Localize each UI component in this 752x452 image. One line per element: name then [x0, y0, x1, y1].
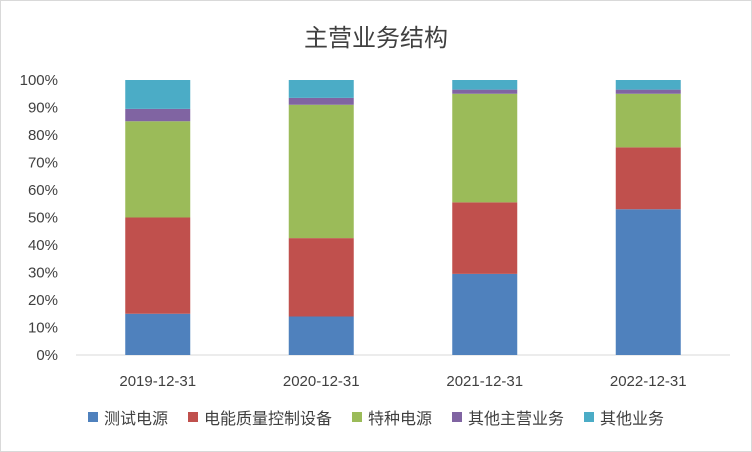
bar-segment	[125, 80, 191, 109]
y-tick-label: 50%	[28, 210, 58, 227]
y-tick-label: 30%	[28, 265, 58, 282]
legend-item: 其他业务	[584, 405, 664, 429]
y-tick-label: 90%	[28, 100, 58, 117]
bar-segment	[288, 316, 354, 355]
legend-swatch	[351, 412, 362, 422]
legend-item: 其他主营业务	[452, 405, 564, 429]
bar-segment	[288, 238, 354, 317]
y-tick-label: 70%	[28, 155, 58, 172]
bar-segment	[452, 93, 518, 203]
bar-segment	[615, 147, 681, 210]
y-tick-label: 0%	[36, 347, 58, 364]
y-tick-label: 10%	[28, 320, 58, 337]
bar-segment	[125, 313, 191, 355]
bar-segment	[615, 89, 681, 94]
legend-swatch	[187, 412, 198, 422]
y-tick-label: 20%	[28, 292, 58, 309]
legend-label: 特种电源	[367, 409, 432, 428]
x-tick-label: 2022-12-31	[610, 373, 687, 390]
bar-segment	[615, 209, 681, 355]
bar-segment	[615, 93, 681, 148]
y-tick-label: 100%	[20, 72, 58, 89]
x-tick-label: 2019-12-31	[119, 373, 196, 390]
legend-item: 电能质量控制设备	[187, 405, 332, 429]
bar-segment	[288, 104, 354, 239]
bar-segment	[452, 80, 518, 90]
legend-swatch	[87, 412, 98, 422]
bar-segment	[452, 202, 518, 274]
legend-item: 测试电源	[87, 405, 168, 429]
chart-legend: 测试电源 电能质量控制设备 特种电源 其他主营业务 其他业务	[0, 405, 752, 429]
bar-segment	[125, 217, 191, 314]
legend-label: 其他业务	[600, 409, 665, 428]
x-tick-label: 2021-12-31	[446, 373, 523, 390]
y-tick-label: 80%	[28, 127, 58, 144]
bar-segment	[125, 108, 191, 122]
legend-label: 电能质量控制设备	[203, 409, 332, 428]
legend-label: 测试电源	[103, 409, 168, 428]
bar-segment	[452, 273, 518, 355]
bar-segment	[125, 121, 191, 218]
legend-label: 其他主营业务	[468, 409, 565, 428]
legend-swatch	[584, 412, 595, 422]
y-tick-label: 60%	[28, 182, 58, 199]
bar-segment	[615, 80, 681, 90]
chart-title: 主营业务结构	[304, 24, 448, 52]
y-tick-label: 40%	[28, 237, 58, 254]
legend-item: 特种电源	[351, 405, 432, 429]
bar-segment	[288, 80, 354, 98]
legend-swatch	[452, 412, 462, 422]
bar-segment	[288, 97, 354, 105]
bar-segment	[452, 89, 518, 94]
x-tick-label: 2020-12-31	[283, 373, 360, 390]
